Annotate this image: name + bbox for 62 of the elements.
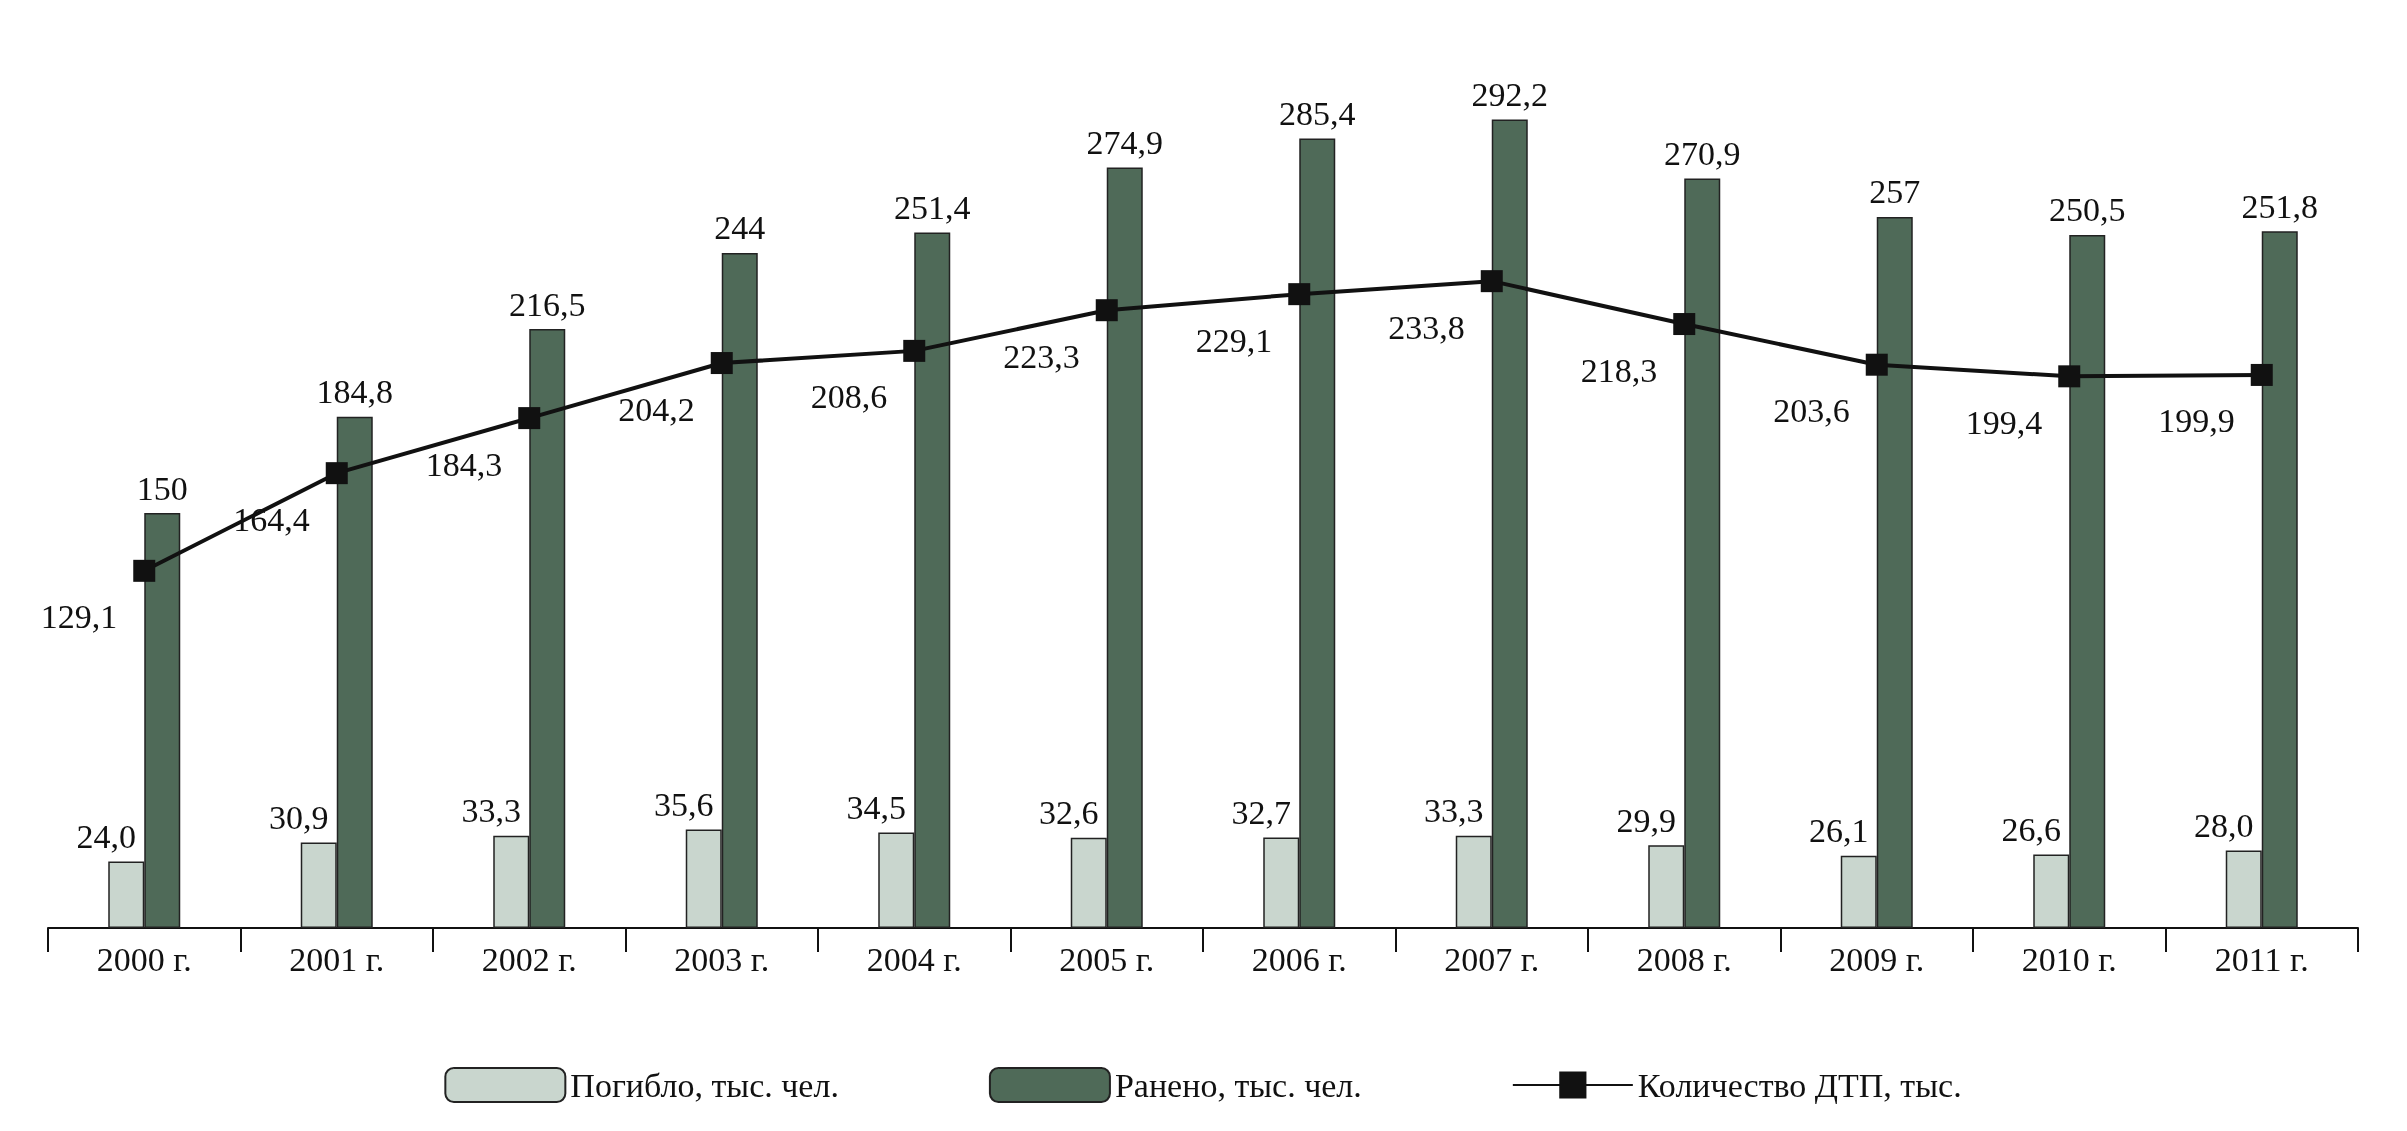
data-label: 129,1 xyxy=(40,598,118,636)
data-label: 26,1 xyxy=(1809,812,1869,850)
data-label: 184,8 xyxy=(316,373,393,411)
x-tick-label: 2000 г. xyxy=(96,940,192,978)
data-label: 34,5 xyxy=(846,789,906,827)
point xyxy=(325,462,348,485)
data-label: 244 xyxy=(714,209,766,247)
x-tick-label: 2011 г. xyxy=(2214,940,2309,978)
point xyxy=(1865,353,1888,376)
point xyxy=(1095,299,1118,322)
data-label: 24,0 xyxy=(76,818,136,856)
legend-label: Количество ДТП, тыс. xyxy=(1637,1066,1962,1104)
data-label: 204,2 xyxy=(618,390,695,428)
legend-label: Ранено, тыс. чел. xyxy=(1114,1066,1362,1104)
data-label: 29,9 xyxy=(1616,801,1676,839)
x-tick-label: 2001 г. xyxy=(289,940,385,978)
data-label: 274,9 xyxy=(1086,123,1163,161)
x-tick-label: 2003 г. xyxy=(674,940,770,978)
data-label: 208,6 xyxy=(810,378,888,416)
data-label: 233,8 xyxy=(1388,308,1465,346)
point xyxy=(1288,283,1311,306)
data-label: 218,3 xyxy=(1580,351,1658,389)
point xyxy=(1480,270,1503,293)
x-tick-label: 2005 г. xyxy=(1059,940,1155,978)
data-label: 32,6 xyxy=(1039,794,1099,832)
data-label: 270,9 xyxy=(1664,135,1741,173)
data-label: 184,3 xyxy=(425,445,503,483)
data-label: 33,3 xyxy=(461,792,521,830)
point xyxy=(518,407,541,430)
point xyxy=(133,559,156,582)
data-label: 251,4 xyxy=(894,188,971,226)
x-tick-label: 2008 г. xyxy=(1636,940,1732,978)
data-label: 26,6 xyxy=(2001,810,2061,848)
data-label: 32,7 xyxy=(1231,794,1291,832)
x-tick-label: 2006 г. xyxy=(1251,940,1347,978)
point xyxy=(1673,313,1696,336)
data-label: 229,1 xyxy=(1195,321,1273,359)
data-label: 30,9 xyxy=(269,799,329,837)
data-label: 33,3 xyxy=(1424,792,1484,830)
data-label: 35,6 xyxy=(654,786,714,824)
x-tick-label: 2009 г. xyxy=(1829,940,1925,978)
x-tick-label: 2010 г. xyxy=(2021,940,2117,978)
data-label: 199,4 xyxy=(1965,403,2043,441)
data-label: 250,5 xyxy=(2049,191,2126,229)
data-label: 203,6 xyxy=(1773,392,1850,430)
data-label: 199,9 xyxy=(2158,402,2235,440)
point xyxy=(903,339,926,362)
data-label: 257 xyxy=(1869,173,1921,211)
data-label: 292,2 xyxy=(1471,76,1548,114)
point xyxy=(2058,365,2081,388)
data-label: 216,5 xyxy=(509,285,586,323)
data-label: 150 xyxy=(136,469,188,507)
x-tick-label: 2004 г. xyxy=(866,940,962,978)
data-label: 251,8 xyxy=(2241,187,2318,225)
legend-label: Погибло, тыс. чел. xyxy=(570,1066,839,1104)
data-label: 285,4 xyxy=(1279,94,1356,132)
x-tick-label: 2002 г. xyxy=(481,940,577,978)
data-label: 28,0 xyxy=(2194,807,2254,845)
point xyxy=(2250,363,2273,386)
x-tick-label: 2007 г. xyxy=(1444,940,1540,978)
data-label: 223,3 xyxy=(1003,337,1080,375)
point xyxy=(710,352,733,375)
